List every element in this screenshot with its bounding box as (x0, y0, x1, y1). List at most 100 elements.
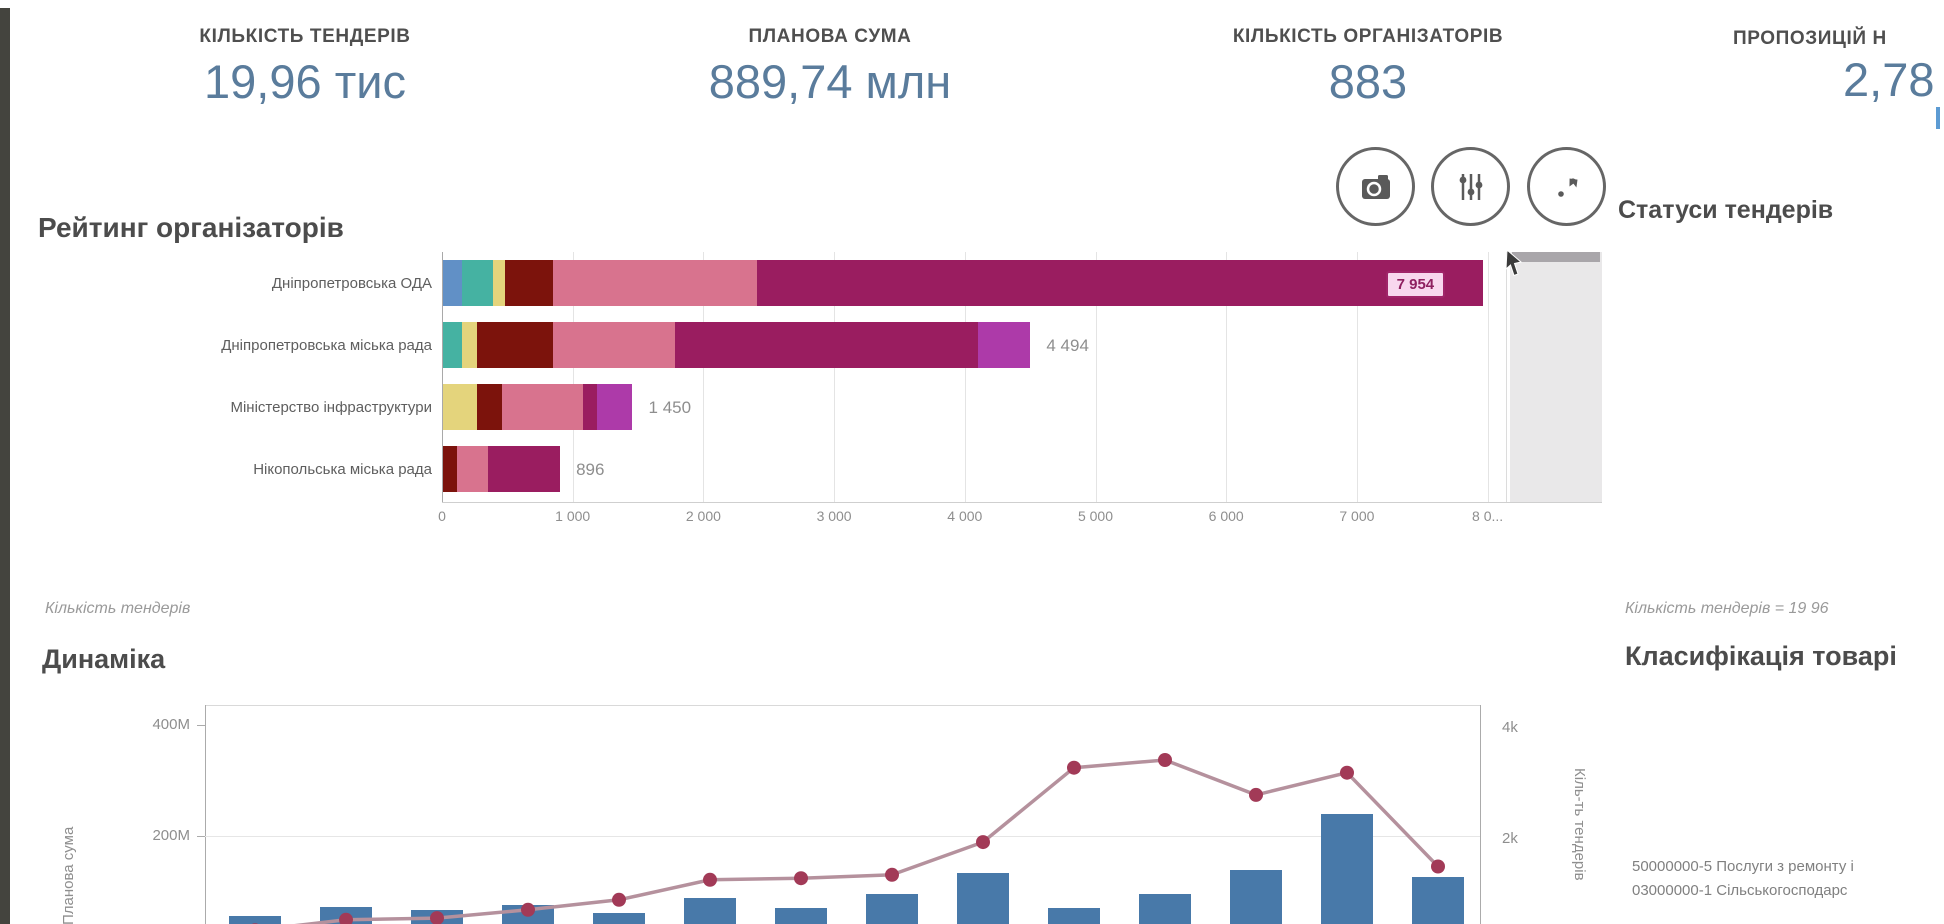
kpi-planned-sum: ПЛАНОВА СУМА 889,74 млн (630, 26, 1030, 109)
combo-left-axis-title: Планова сума (60, 826, 77, 924)
rating-row-label[interactable]: Дніпропетровська міська рада (221, 337, 432, 354)
bar-value-label: 1 450 (648, 398, 692, 417)
combo-line-point[interactable] (885, 867, 899, 882)
x-axis-tick-label: 1 000 (555, 508, 591, 524)
stacked-bar[interactable] (443, 384, 633, 430)
left-axis-tick-label: 200M (152, 827, 190, 844)
gridline (1226, 252, 1227, 502)
x-axis-tick-label: 4 000 (947, 508, 983, 524)
fullscreen-button[interactable] (1527, 147, 1606, 226)
statuses-panel-title: Статуси тендерів (1618, 196, 1834, 224)
gridline (573, 252, 574, 502)
classification-legend-item[interactable]: 03000000-1 Сільськогосподарс (1632, 882, 1848, 899)
kpi-tender-count: КІЛЬКІСТЬ ТЕНДЕРІВ 19,96 тис (105, 26, 505, 109)
segment-purple[interactable] (978, 322, 1031, 368)
rating-row-label[interactable]: Нікопольська міська рада (253, 461, 432, 478)
gridline (205, 836, 1480, 837)
gridline (834, 252, 835, 502)
combo-line[interactable] (255, 758, 1440, 924)
segment-dark-red[interactable] (443, 446, 457, 492)
segment-yellow[interactable] (461, 322, 477, 368)
kpi-organizer-count: КІЛЬКІСТЬ ОРГАНІЗАТОРІВ 883 (1168, 26, 1568, 109)
combo-bar[interactable] (229, 916, 281, 924)
segment-rose[interactable] (456, 446, 488, 492)
x-axis-tick-label: 7 000 (1339, 508, 1375, 524)
combo-line-point[interactable] (430, 911, 444, 924)
kpi-value: 19,96 тис (204, 55, 406, 108)
combo-plot-top-border (205, 705, 1480, 706)
segment-dark-red[interactable] (504, 260, 553, 306)
combo-bar[interactable] (866, 894, 918, 924)
rating-scrollbar-thumb[interactable] (1512, 252, 1600, 262)
rating-scrollbar[interactable] (1510, 252, 1602, 502)
dynamics-chart-plot[interactable] (205, 705, 1480, 924)
segment-rose[interactable] (552, 260, 757, 306)
left-axis-tick-label: 400M (152, 716, 190, 733)
stacked-bar[interactable] (443, 322, 1031, 368)
rating-chart-plot[interactable]: 7 954 4 494 1 450 896 (442, 252, 1505, 502)
combo-bar[interactable] (1048, 908, 1100, 924)
segment-yellow[interactable] (443, 384, 477, 430)
sidebar-edge[interactable] (0, 8, 10, 924)
segment-dark-magenta[interactable] (756, 260, 1483, 306)
combo-right-axis-title: Кіль-ть тендерів (1571, 768, 1588, 881)
combo-line-point[interactable] (1249, 787, 1263, 802)
rating-row-label[interactable]: Дніпропетровська ОДА (271, 275, 432, 292)
segment-dark-red[interactable] (476, 384, 502, 430)
segment-dark-red[interactable] (476, 322, 554, 368)
segment-teal[interactable] (443, 322, 462, 368)
tick-mark (197, 836, 205, 837)
stacked-bar[interactable] (443, 260, 1483, 306)
x-axis-tick-label: 3 000 (816, 508, 852, 524)
right-axis-tick-label: 4k (1502, 719, 1518, 736)
combo-line-layer (251, 753, 1445, 924)
combo-line-point[interactable] (1158, 753, 1172, 767)
combo-bar[interactable] (1230, 870, 1282, 924)
classification-legend-item[interactable]: 50000000-5 Послуги з ремонту і (1632, 858, 1854, 875)
combo-bar[interactable] (1139, 894, 1191, 924)
combo-bar[interactable] (957, 873, 1009, 924)
segment-dark-magenta[interactable] (582, 384, 597, 430)
combo-bar[interactable] (684, 898, 736, 924)
combo-bar[interactable] (1321, 814, 1373, 924)
stacked-bar[interactable] (443, 446, 561, 492)
gridline (1357, 252, 1358, 502)
segment-yellow[interactable] (492, 260, 505, 306)
bar-value-label: 4 494 (1046, 336, 1089, 355)
exploration-menu-button[interactable] (1431, 147, 1510, 226)
x-axis-tick-label: 6 000 (1208, 508, 1244, 524)
segment-blue[interactable] (443, 260, 462, 306)
segment-purple[interactable] (596, 384, 633, 430)
classification-panel-title: Класифікація товарі (1625, 641, 1897, 671)
combo-line-point[interactable] (1431, 859, 1445, 874)
combo-left-axis-line (205, 705, 206, 924)
snapshot-button[interactable] (1336, 147, 1415, 226)
sliders-icon (1459, 173, 1482, 200)
combo-line-point[interactable] (976, 835, 990, 850)
combo-bar[interactable] (593, 913, 645, 924)
combo-right-axis-line (1480, 705, 1481, 924)
segment-dark-magenta[interactable] (487, 446, 561, 492)
rating-row-label[interactable]: Міністерство інфраструктури (230, 399, 432, 416)
dynamics-chart-title: Динаміка (42, 644, 166, 674)
combo-line-point[interactable] (521, 902, 535, 917)
kpi-value: 883 (1328, 55, 1408, 108)
camera-icon (1361, 174, 1390, 199)
segment-teal[interactable] (461, 260, 493, 306)
combo-line-point[interactable] (794, 871, 808, 886)
kpi-label: КІЛЬКІСТЬ ТЕНДЕРІВ (199, 26, 411, 47)
rating-x-axis-line (442, 502, 1602, 503)
classification-measure-note: Кількість тендерів = 19 96 (1625, 600, 1829, 617)
mouse-cursor (1505, 250, 1523, 277)
combo-line-point[interactable] (703, 872, 717, 887)
combo-bar[interactable] (1412, 877, 1464, 924)
combo-line-point[interactable] (339, 912, 353, 924)
combo-line-point[interactable] (1340, 765, 1354, 780)
segment-dark-magenta[interactable] (675, 322, 979, 368)
kpi-value: 889,74 млн (708, 55, 952, 108)
combo-bar[interactable] (775, 908, 827, 924)
combo-line-point[interactable] (612, 892, 626, 907)
segment-rose[interactable] (553, 322, 676, 368)
combo-line-point[interactable] (1067, 760, 1081, 775)
segment-rose[interactable] (501, 384, 583, 430)
